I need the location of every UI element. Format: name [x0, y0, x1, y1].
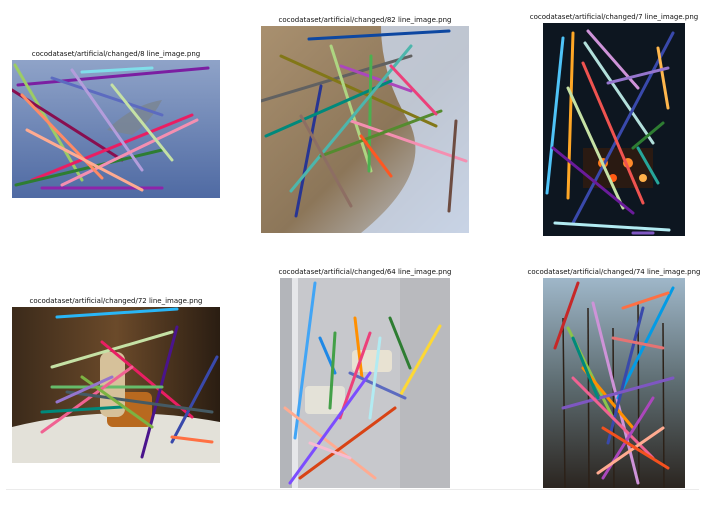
panel-image-6 [543, 278, 685, 488]
panel-image-4 [12, 307, 220, 463]
bottom-divider [6, 489, 699, 490]
panel-caption-1: cocodataset/artificial/changed/8 line_im… [31, 50, 201, 58]
panel-caption-2: cocodataset/artificial/changed/82 line_i… [278, 16, 452, 24]
panel-image-5 [280, 278, 450, 488]
panel-caption-6: cocodataset/artificial/changed/74 line_i… [527, 268, 701, 276]
panel-image-1 [12, 60, 220, 198]
panel-caption-3: cocodataset/artificial/changed/7 line_im… [529, 13, 699, 21]
panel-image-2 [261, 26, 469, 233]
panel-caption-5: cocodataset/artificial/changed/64 line_i… [278, 268, 452, 276]
panel-caption-4: cocodataset/artificial/changed/72 line_i… [29, 297, 203, 305]
panel-image-3 [543, 23, 685, 236]
